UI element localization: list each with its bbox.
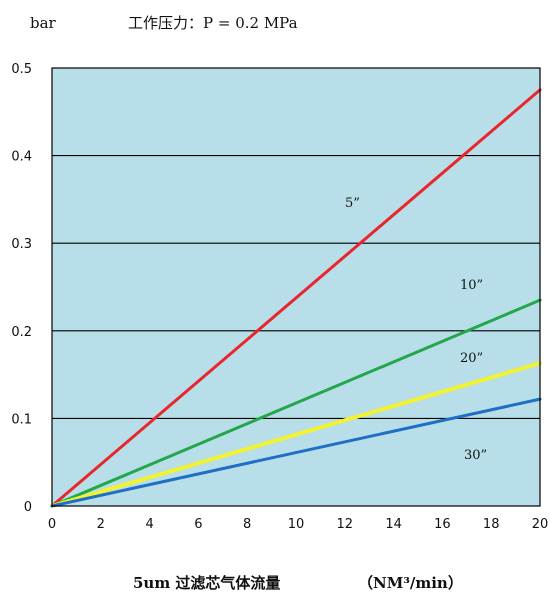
x-tick-label: 20 <box>532 517 549 532</box>
y-tick-label: 0.3 <box>11 237 32 252</box>
x-tick-label: 18 <box>483 517 500 532</box>
x-tick-label: 4 <box>145 517 153 532</box>
y-tick-label: 0.4 <box>11 150 32 165</box>
x-tick-label: 8 <box>243 517 251 532</box>
series-label: 20” <box>460 351 483 366</box>
x-tick-label: 10 <box>288 517 305 532</box>
x-tick-label: 6 <box>194 517 202 532</box>
x-axis-ticks: 0 2 4 6 8 10 12 14 16 18 20 <box>48 517 548 532</box>
y-axis-ticks: 0 0.1 0.2 0.3 0.4 0.5 <box>11 62 32 515</box>
y-tick-label: 0 <box>24 500 32 515</box>
x-axis-label: 5um 过滤芯气体流量 <box>133 574 280 592</box>
x-tick-label: 14 <box>385 517 402 532</box>
series-lines <box>50 88 542 508</box>
series-labels: 5” 10” 20” 30” <box>345 196 487 463</box>
x-tick-label: 16 <box>434 517 451 532</box>
x-tick-label: 12 <box>337 517 354 532</box>
series-label: 10” <box>460 278 483 293</box>
series-label: 30” <box>464 448 487 463</box>
series-line <box>50 397 542 508</box>
x-tick-label: 0 <box>48 517 56 532</box>
series-line <box>50 361 542 508</box>
y-tick-label: 0.1 <box>11 412 32 427</box>
x-tick-label: 2 <box>97 517 105 532</box>
series-line <box>50 88 542 508</box>
y-axis-unit-label: bar <box>30 14 57 32</box>
chart-subtitle: 工作压力：P = 0.2 MPa <box>128 14 298 32</box>
y-tick-label: 0.5 <box>11 62 32 77</box>
series-line <box>50 298 542 508</box>
y-tick-label: 0.2 <box>11 325 32 340</box>
series-label: 5” <box>345 196 360 211</box>
x-axis-unit: （NM³/min） <box>358 574 463 592</box>
plot-frame <box>51 67 541 507</box>
